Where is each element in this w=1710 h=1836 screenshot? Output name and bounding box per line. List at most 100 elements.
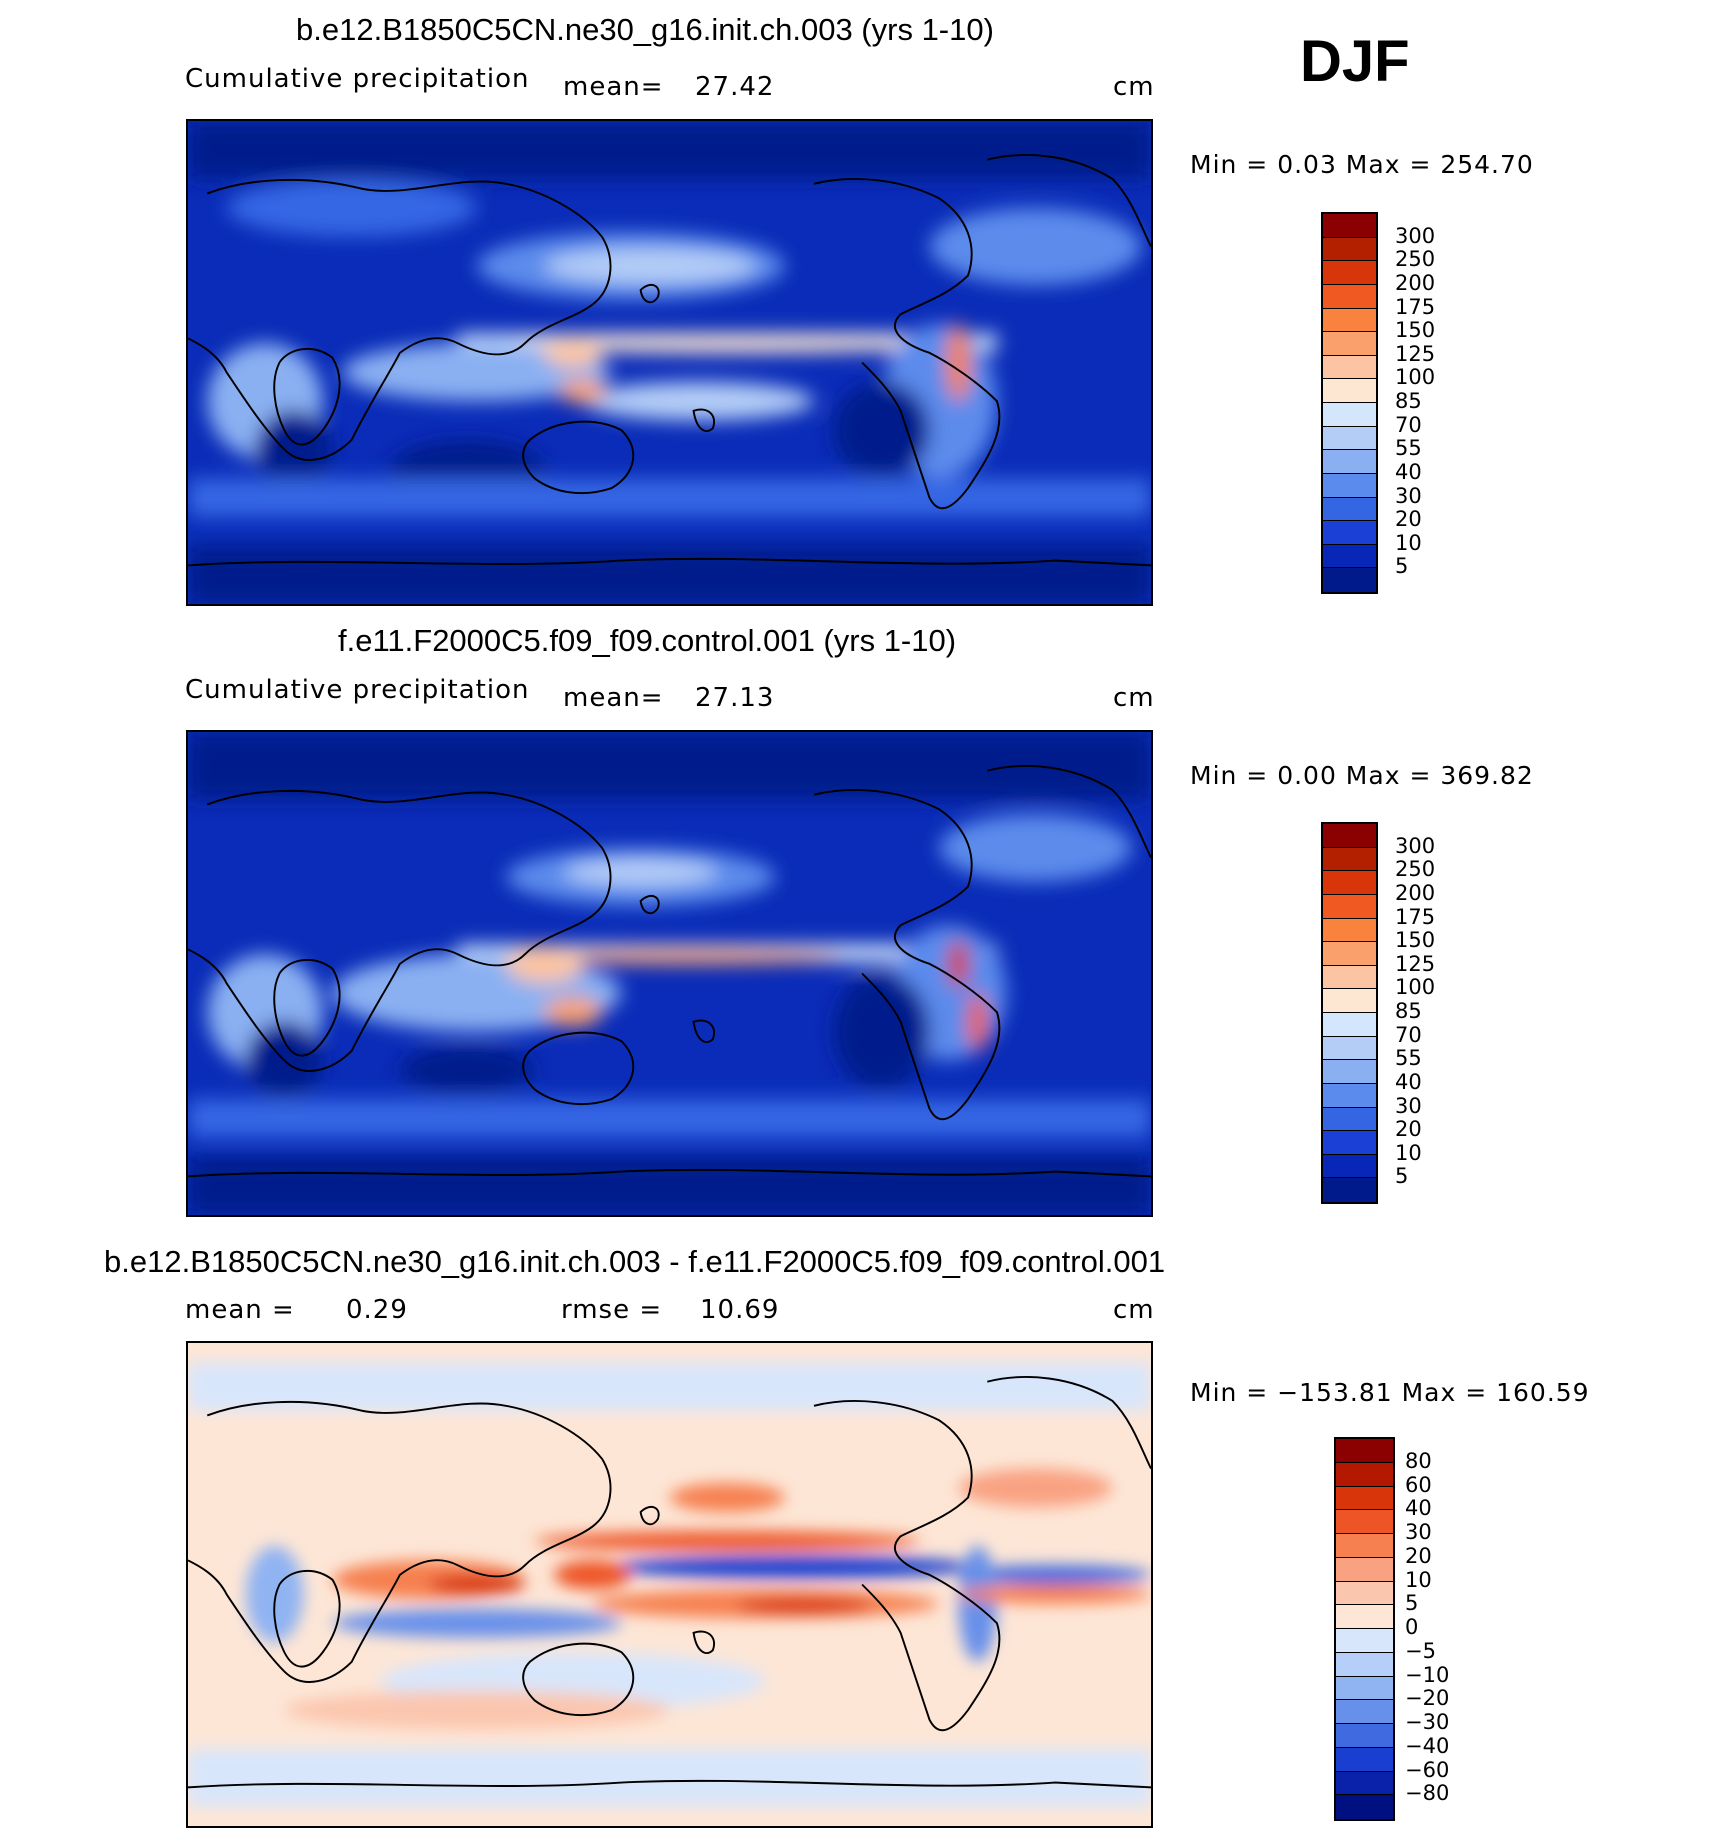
colorbar-swatch <box>1323 918 1376 943</box>
precip-map-control <box>186 730 1153 1217</box>
colorbar-tick-label: −80 <box>1405 1781 1450 1806</box>
colorbar-tick-label: 10 <box>1405 1567 1432 1592</box>
colorbar-tick-label: 60 <box>1405 1472 1432 1497</box>
colorbar-tick-label: 10 <box>1395 530 1422 555</box>
colorbar-tick-label: −10 <box>1405 1662 1450 1687</box>
colorbar-tick-label: 0 <box>1405 1615 1419 1639</box>
colorbar-swatch <box>1336 1724 1393 1748</box>
colorbar-tick-label: 100 <box>1395 975 1436 1000</box>
panel-rmse-value: 10.69 <box>700 1295 780 1325</box>
colorbar-tick-label: −40 <box>1405 1733 1450 1758</box>
colorbar-swatch <box>1336 1486 1393 1511</box>
colorbar-swatch <box>1323 544 1376 569</box>
colorbar-swatch <box>1323 284 1376 309</box>
colorbar-tick-label: 250 <box>1395 857 1436 882</box>
colorbar-swatch <box>1323 355 1376 380</box>
colorbar-swatch <box>1323 942 1376 966</box>
panel-subtitle-variable: Cumulative precipitation <box>185 675 530 705</box>
colorbar-swatch <box>1323 1178 1376 1202</box>
map-svg <box>188 121 1151 604</box>
colorbar-tick-label: 40 <box>1395 459 1422 484</box>
precip-map-difference <box>186 1341 1153 1828</box>
colorbar-tick-label: 30 <box>1395 1093 1422 1118</box>
colorbar-swatch <box>1323 426 1376 451</box>
colorbar-tick-label: 300 <box>1395 223 1436 248</box>
colorbar-tick-label: 70 <box>1395 1022 1422 1047</box>
colorbar-swatch <box>1323 965 1376 990</box>
colorbar-tick-label: 175 <box>1395 294 1436 319</box>
colorbar-tick-label: 100 <box>1395 365 1436 390</box>
colorbar-swatch <box>1323 379 1376 403</box>
colorbar-tick-label: 5 <box>1395 554 1409 579</box>
colorbar-tick-label: 150 <box>1395 928 1436 953</box>
panel-mean-value: 27.13 <box>695 683 775 713</box>
colorbar-tick-label: 55 <box>1395 1046 1422 1071</box>
panel-subtitle-variable: Cumulative precipitation <box>185 64 530 94</box>
map-svg <box>188 1343 1151 1826</box>
panel-mean-label: mean= <box>563 683 664 713</box>
colorbar-swatch <box>1323 1107 1376 1132</box>
colorbar-tick-label: 5 <box>1395 1164 1409 1189</box>
colorbar-swatch <box>1336 1510 1393 1534</box>
colorbar-tick-label: 20 <box>1395 1117 1422 1142</box>
colorbar-tick-label: 5 <box>1405 1591 1419 1616</box>
precip-map-model <box>186 119 1153 606</box>
colorbar <box>1321 822 1378 1204</box>
colorbar <box>1321 212 1378 594</box>
colorbar-tick-label: 150 <box>1395 318 1436 343</box>
colorbar-swatch <box>1323 214 1376 238</box>
panel-units: cm <box>1113 1295 1155 1325</box>
colorbar-swatch <box>1323 1013 1376 1037</box>
colorbar-swatch <box>1323 894 1376 919</box>
colorbar-swatch <box>1336 1747 1393 1772</box>
colorbar-tick-label: 200 <box>1395 270 1436 295</box>
colorbar-labels: 300 250 200 175 150 125 100 85 70 55 40 30 20 10 5 <box>1395 822 1475 1204</box>
panel-units: cm <box>1113 683 1155 713</box>
colorbar-swatch <box>1336 1557 1393 1582</box>
colorbar-swatch <box>1336 1629 1393 1653</box>
panel-mean-value: 0.29 <box>346 1295 408 1325</box>
panel-mean-label: mean = <box>185 1295 295 1325</box>
colorbar-swatch <box>1323 871 1376 895</box>
colorbar-tick-label: 200 <box>1395 880 1436 905</box>
colorbar-tick-label: −5 <box>1405 1638 1436 1663</box>
colorbar-tick-label: −30 <box>1405 1710 1450 1734</box>
colorbar-swatch <box>1336 1534 1393 1558</box>
colorbar-tick-label: 85 <box>1395 389 1422 413</box>
colorbar-swatch <box>1323 1083 1376 1108</box>
season-label: DJF <box>1300 29 1410 94</box>
colorbar-swatch <box>1323 261 1376 285</box>
colorbar-swatch <box>1323 847 1376 872</box>
panel-minmax: Min = 0.00 Max = 369.82 <box>1190 761 1534 790</box>
colorbar-tick-label: 40 <box>1405 1496 1432 1521</box>
panel-mean-value: 27.42 <box>695 72 775 102</box>
colorbar-tick-label: 55 <box>1395 436 1422 461</box>
colorbar-swatch <box>1336 1652 1393 1677</box>
panel-title-model: b.e12.B1850C5CN.ne30_g16.init.ch.003 (yr… <box>296 12 994 47</box>
colorbar-tick-label: 300 <box>1395 833 1436 858</box>
colorbar-tick-label: 125 <box>1395 341 1436 366</box>
panel-mean-label: mean= <box>563 72 664 102</box>
colorbar-tick-label: 85 <box>1395 999 1422 1023</box>
colorbar-swatch <box>1323 450 1376 474</box>
colorbar-swatch <box>1323 568 1376 592</box>
colorbar-tick-label: 70 <box>1395 412 1422 437</box>
colorbar-tick-label: −60 <box>1405 1757 1450 1782</box>
colorbar-swatch <box>1323 1131 1376 1155</box>
colorbar-tick-label: −20 <box>1405 1686 1450 1711</box>
colorbar-swatch <box>1323 308 1376 333</box>
colorbar-labels: 80 60 40 30 20 10 5 0 −5 −10 −20 −30 −40 −60 −80 <box>1405 1437 1495 1821</box>
colorbar-swatch <box>1323 824 1376 848</box>
colorbar-swatch <box>1336 1581 1393 1606</box>
colorbar-tick-label: 40 <box>1395 1069 1422 1094</box>
colorbar-tick-label: 175 <box>1395 904 1436 929</box>
panel-title-difference: b.e12.B1850C5CN.ne30_g16.init.ch.003 - f… <box>104 1244 1166 1279</box>
colorbar-tick-label: 250 <box>1395 247 1436 272</box>
colorbar-swatch <box>1323 1154 1376 1179</box>
colorbar-swatch <box>1323 473 1376 498</box>
colorbar-swatch <box>1336 1700 1393 1724</box>
colorbar-swatch <box>1336 1439 1393 1463</box>
colorbar-labels: 300 250 200 175 150 125 100 85 70 55 40 30 20 10 5 <box>1395 212 1475 594</box>
colorbar-tick-label: 20 <box>1395 507 1422 532</box>
colorbar-swatch <box>1336 1462 1393 1487</box>
